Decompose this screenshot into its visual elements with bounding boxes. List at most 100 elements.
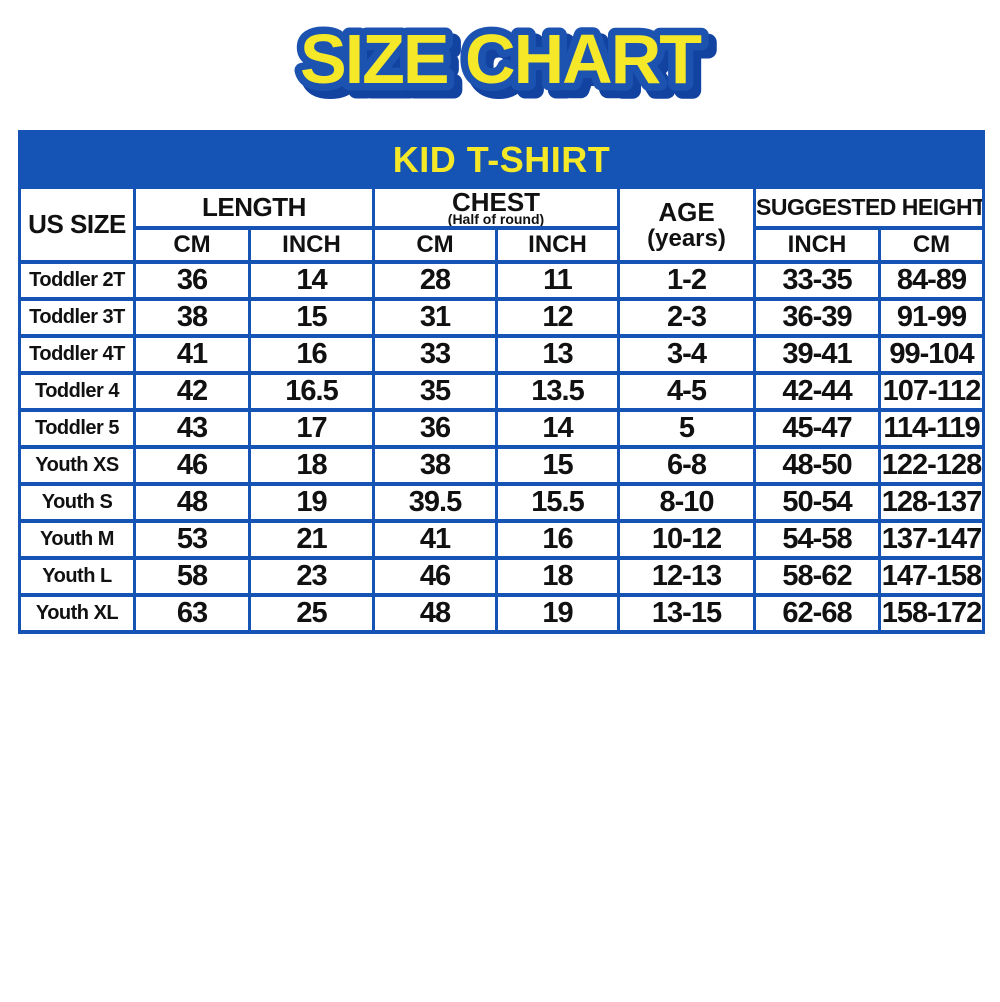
height-inch-cell: 58-62 <box>753 556 881 597</box>
height-inch-cell: 48-50 <box>753 445 881 486</box>
height-inch-cell: 50-54 <box>753 482 881 523</box>
chest-inch-cell: 13.5 <box>495 371 620 412</box>
height-inch-cell: 33-35 <box>753 260 881 301</box>
table-row: Toddler 2T 36 14 28 11 1-2 33-35 84-89 <box>18 260 985 301</box>
header-length-inch: INCH <box>248 226 375 264</box>
table-row: Youth S 48 19 39.5 15.5 8-10 50-54 128-1… <box>18 482 985 523</box>
header-height-cm: CM <box>878 226 985 264</box>
header-suggested-height: SUGGESTED HEIGHT <box>753 185 985 230</box>
length-inch-cell: 21 <box>248 519 375 560</box>
length-cm-cell: 63 <box>133 593 251 634</box>
size-cell: Toddler 4 <box>18 371 136 412</box>
table-title-row: KID T-SHIRT <box>18 130 985 189</box>
height-cm-cell: 147-158 <box>878 556 985 597</box>
size-cell: Youth XL <box>18 593 136 634</box>
table-row: Toddler 4T 41 16 33 13 3-4 39-41 99-104 <box>18 334 985 375</box>
height-cm-cell: 137-147 <box>878 519 985 560</box>
length-inch-cell: 16 <box>248 334 375 375</box>
header-age: AGE (years) <box>617 185 756 264</box>
table-row: Toddler 3T 38 15 31 12 2-3 36-39 91-99 <box>18 297 985 338</box>
height-inch-cell: 39-41 <box>753 334 881 375</box>
chest-cm-cell: 38 <box>372 445 498 486</box>
header-chest-cm: CM <box>372 226 498 264</box>
length-cm-cell: 41 <box>133 334 251 375</box>
length-inch-cell: 17 <box>248 408 375 449</box>
chest-cm-cell: 33 <box>372 334 498 375</box>
size-cell: Toddler 3T <box>18 297 136 338</box>
kid-tshirt-size-table: KID T-SHIRT US SIZE LENGTH CHEST (Half o… <box>18 130 985 634</box>
table-row: Toddler 4 42 16.5 35 13.5 4-5 42-44 107-… <box>18 371 985 412</box>
age-cell: 10-12 <box>617 519 756 560</box>
chest-inch-cell: 15 <box>495 445 620 486</box>
header-chest-sublabel: (Half of round) <box>447 211 545 227</box>
chest-inch-cell: 19 <box>495 593 620 634</box>
chest-inch-cell: 14 <box>495 408 620 449</box>
chest-cm-cell: 31 <box>372 297 498 338</box>
title-shadow-text: SIZE CHART <box>307 27 708 105</box>
height-cm-cell: 122-128 <box>878 445 985 486</box>
height-inch-cell: 54-58 <box>753 519 881 560</box>
length-cm-cell: 53 <box>133 519 251 560</box>
height-cm-cell: 128-137 <box>878 482 985 523</box>
header-group-row: US SIZE LENGTH CHEST (Half of round) AGE… <box>18 185 985 264</box>
age-cell: 8-10 <box>617 482 756 523</box>
title-graphic: SIZE CHART SIZE CHART <box>293 13 719 114</box>
length-cm-cell: 36 <box>133 260 251 301</box>
header-length: LENGTH <box>133 185 375 230</box>
height-cm-cell: 158-172 <box>878 593 985 634</box>
length-cm-cell: 46 <box>133 445 251 486</box>
chest-inch-cell: 18 <box>495 556 620 597</box>
header-chest: CHEST (Half of round) <box>372 185 620 230</box>
length-inch-cell: 14 <box>248 260 375 301</box>
size-cell: Youth M <box>18 519 136 560</box>
chest-inch-cell: 11 <box>495 260 620 301</box>
page-title: SIZE CHART SIZE CHART <box>0 8 1000 118</box>
size-cell: Toddler 5 <box>18 408 136 449</box>
length-cm-cell: 38 <box>133 297 251 338</box>
table-row: Toddler 5 43 17 36 14 5 45-47 114-119 <box>18 408 985 449</box>
header-length-cm: CM <box>133 226 251 264</box>
length-inch-cell: 18 <box>248 445 375 486</box>
chest-cm-cell: 46 <box>372 556 498 597</box>
header-height-inch: INCH <box>753 226 881 264</box>
length-inch-cell: 23 <box>248 556 375 597</box>
size-cell: Toddler 2T <box>18 260 136 301</box>
age-cell: 6-8 <box>617 445 756 486</box>
length-cm-cell: 43 <box>133 408 251 449</box>
header-unit-row: CM INCH CM INCH INCH CM <box>20 226 985 264</box>
length-inch-cell: 15 <box>248 297 375 338</box>
chest-cm-cell: 35 <box>372 371 498 412</box>
height-cm-cell: 107-112 <box>878 371 985 412</box>
length-inch-cell: 19 <box>248 482 375 523</box>
header-age-sublabel: (years) <box>647 224 726 252</box>
chest-cm-cell: 39.5 <box>372 482 498 523</box>
age-cell: 13-15 <box>617 593 756 634</box>
height-cm-cell: 91-99 <box>878 297 985 338</box>
age-cell: 3-4 <box>617 334 756 375</box>
height-inch-cell: 36-39 <box>753 297 881 338</box>
title-text: SIZE CHART <box>300 20 701 98</box>
table-row: Youth XS 46 18 38 15 6-8 48-50 122-128 <box>18 445 985 486</box>
height-inch-cell: 45-47 <box>753 408 881 449</box>
header-age-label: AGE <box>658 196 715 227</box>
table-row: Youth XL 63 25 48 19 13-15 62-68 158-172 <box>18 593 985 634</box>
header-us-size: US SIZE <box>18 185 136 264</box>
chest-cm-cell: 28 <box>372 260 498 301</box>
header-chest-label: CHEST <box>451 187 541 217</box>
height-inch-cell: 62-68 <box>753 593 881 634</box>
size-cell: Youth XS <box>18 445 136 486</box>
length-cm-cell: 58 <box>133 556 251 597</box>
table-row: Youth L 58 23 46 18 12-13 58-62 147-158 <box>18 556 985 597</box>
height-inch-cell: 42-44 <box>753 371 881 412</box>
chest-cm-cell: 48 <box>372 593 498 634</box>
length-inch-cell: 16.5 <box>248 371 375 412</box>
height-cm-cell: 114-119 <box>878 408 985 449</box>
table-row: Youth M 53 21 41 16 10-12 54-58 137-147 <box>18 519 985 560</box>
chest-inch-cell: 15.5 <box>495 482 620 523</box>
chest-cm-cell: 41 <box>372 519 498 560</box>
table-title: KID T-SHIRT <box>18 130 985 189</box>
header-chest-inch: INCH <box>495 226 620 264</box>
size-cell: Toddler 4T <box>18 334 136 375</box>
age-cell: 1-2 <box>617 260 756 301</box>
